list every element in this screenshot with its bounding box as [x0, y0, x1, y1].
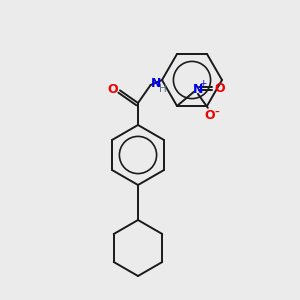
Text: O: O — [108, 83, 118, 96]
Text: O: O — [205, 109, 215, 122]
Text: N: N — [193, 83, 203, 96]
Text: O: O — [214, 82, 225, 95]
Text: N: N — [150, 77, 161, 91]
Text: +: + — [199, 79, 207, 88]
Text: -: - — [214, 106, 219, 120]
Text: H: H — [159, 84, 167, 94]
